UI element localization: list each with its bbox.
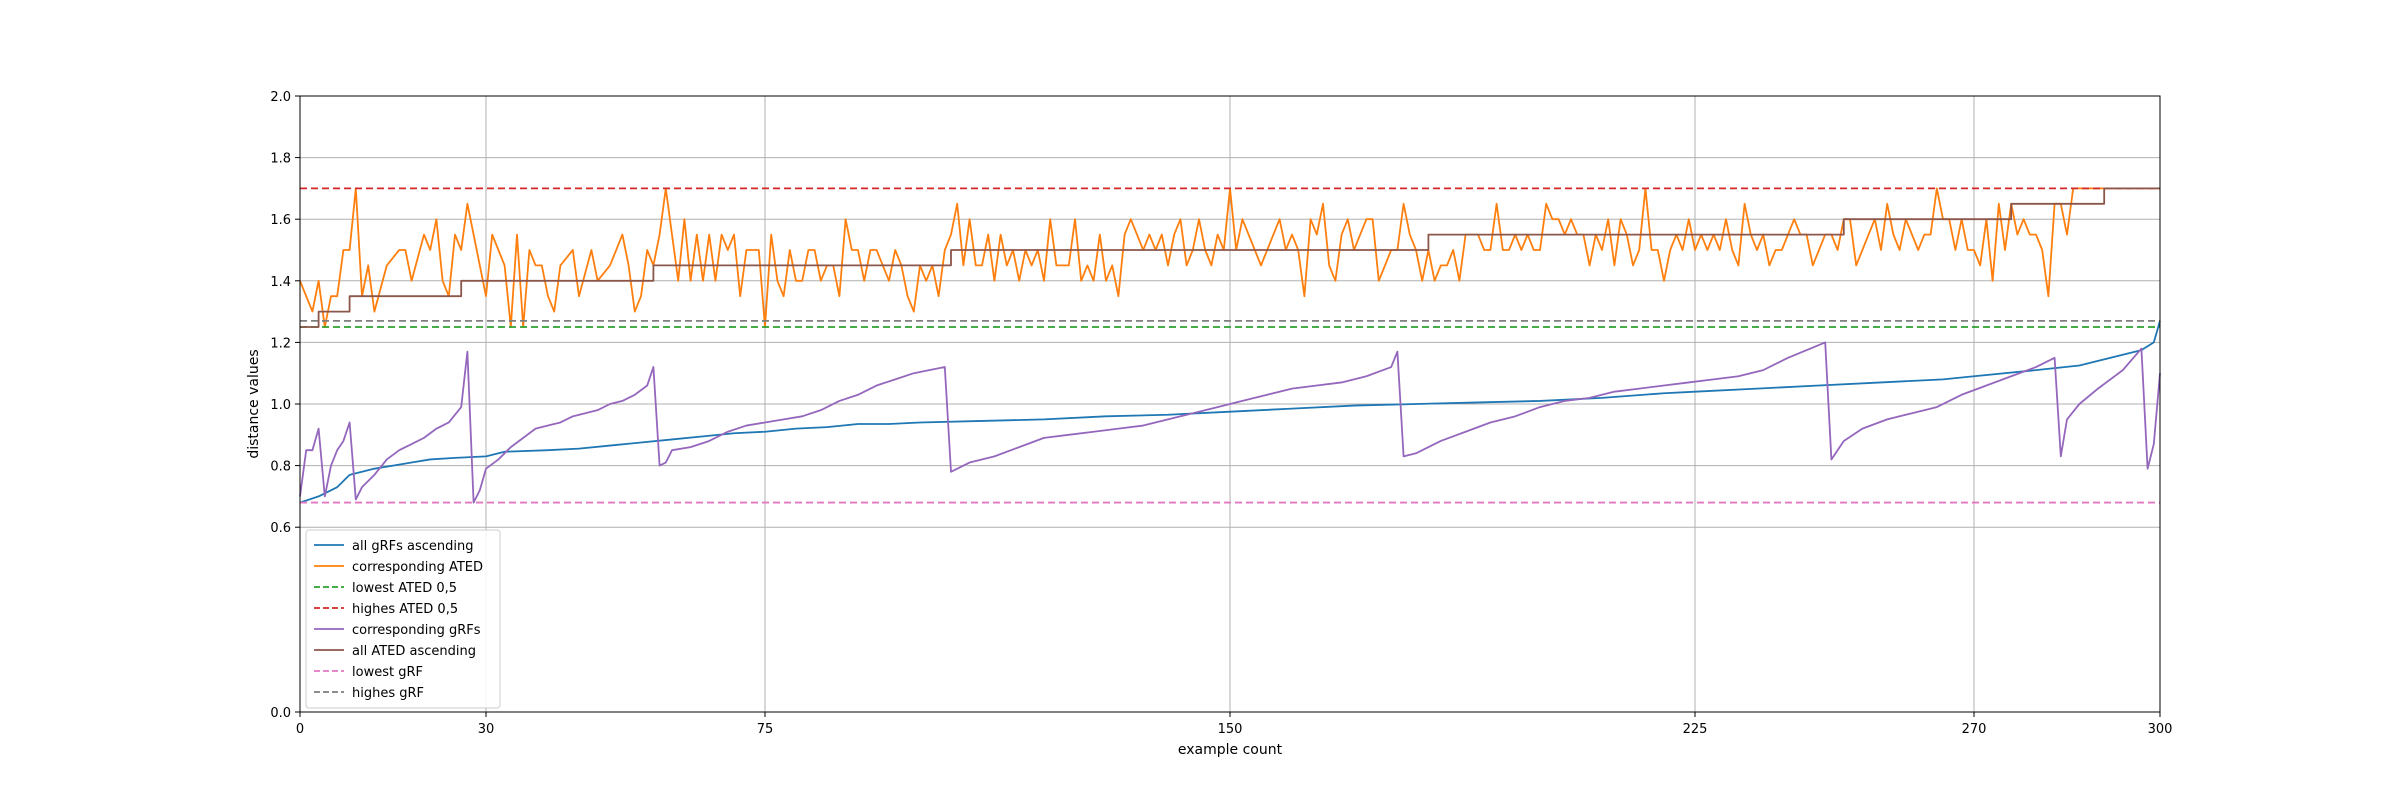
- x-tick-label: 300: [2148, 722, 2173, 737]
- y-tick-label: 1.8: [270, 152, 291, 167]
- y-tick-label: 0.0: [270, 706, 291, 721]
- legend-label: lowest gRF: [352, 665, 423, 680]
- legend-label: highes gRF: [352, 686, 424, 701]
- legend-label: all gRFs ascending: [352, 539, 473, 554]
- y-tick-label: 1.4: [270, 275, 291, 290]
- legend-label: all ATED ascending: [352, 644, 476, 659]
- series-line-5: [299, 341, 2161, 504]
- ticks: 0 30 75 150 225 270 300 0.0 0.6 0.8 1.0 1.2 1.4 1.6 1.…: [270, 90, 2172, 737]
- legend-label: highes ATED 0,5: [352, 602, 458, 617]
- legend-label: corresponding gRFs: [352, 623, 481, 638]
- legend-label: lowest ATED 0,5: [352, 581, 457, 596]
- y-tick-label: 0.8: [270, 460, 291, 475]
- y-axis-label: distance values: [246, 349, 262, 458]
- legend: all gRFs ascending corresponding ATED lowe…: [305, 529, 501, 709]
- x-tick-label: 75: [757, 722, 774, 737]
- x-tick-label: 30: [478, 722, 495, 737]
- series-line-1: [299, 320, 2161, 504]
- y-tick-label: 1.6: [270, 213, 291, 228]
- x-tick-label: 150: [1218, 722, 1243, 737]
- y-tick-label: 1.2: [270, 336, 291, 351]
- series-line-2: [299, 187, 2160, 328]
- y-tick-label: 2.0: [270, 90, 291, 105]
- x-tick-label: 0: [296, 722, 304, 737]
- series-line-6: [300, 187, 2160, 328]
- y-tick-label: 0.6: [270, 521, 291, 536]
- x-axis-label: example count: [1178, 742, 1283, 758]
- y-tick-label: 1.0: [270, 398, 291, 413]
- series-group: [299, 187, 2161, 504]
- x-tick-label: 225: [1683, 722, 1708, 737]
- x-tick-label: 270: [1962, 722, 1987, 737]
- legend-box: [305, 529, 501, 709]
- legend-label: corresponding ATED: [352, 560, 483, 575]
